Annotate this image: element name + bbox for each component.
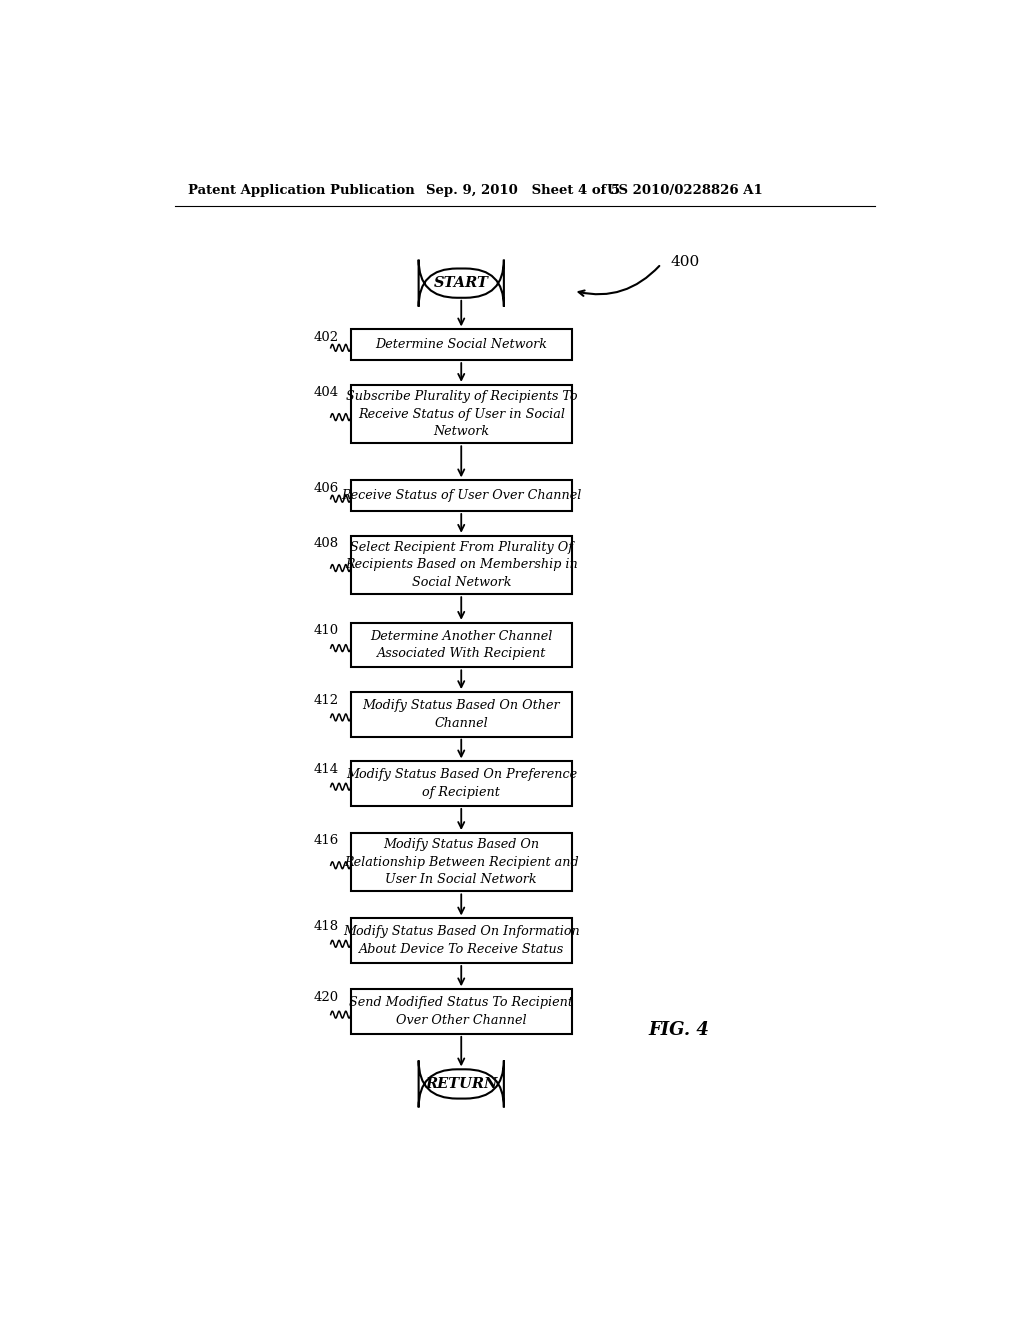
- FancyBboxPatch shape: [351, 623, 571, 668]
- Text: US 2010/0228826 A1: US 2010/0228826 A1: [607, 185, 763, 197]
- Text: Sep. 9, 2010   Sheet 4 of 5: Sep. 9, 2010 Sheet 4 of 5: [426, 185, 621, 197]
- Text: 416: 416: [313, 834, 339, 847]
- FancyBboxPatch shape: [351, 692, 571, 737]
- FancyBboxPatch shape: [351, 385, 571, 444]
- Text: Modify Status Based On Other
Channel: Modify Status Based On Other Channel: [362, 700, 560, 730]
- Text: 404: 404: [313, 387, 339, 400]
- FancyBboxPatch shape: [351, 762, 571, 807]
- Text: Send Modified Status To Recipient
Over Other Channel: Send Modified Status To Recipient Over O…: [349, 997, 573, 1027]
- Text: Modify Status Based On Preference
of Recipient: Modify Status Based On Preference of Rec…: [346, 768, 577, 799]
- FancyBboxPatch shape: [351, 480, 571, 511]
- Text: Determine Another Channel
Associated With Recipient: Determine Another Channel Associated Wit…: [370, 630, 552, 660]
- Text: 414: 414: [313, 763, 339, 776]
- Text: Modify Status Based On Information
About Device To Receive Status: Modify Status Based On Information About…: [343, 925, 580, 956]
- Text: 402: 402: [313, 331, 339, 345]
- FancyBboxPatch shape: [419, 260, 504, 306]
- Text: FIG. 4: FIG. 4: [649, 1022, 710, 1039]
- FancyBboxPatch shape: [351, 536, 571, 594]
- Text: Patent Application Publication: Patent Application Publication: [188, 185, 415, 197]
- Text: Select Recipient From Plurality Of
Recipients Based on Membership in
Social Netw: Select Recipient From Plurality Of Recip…: [345, 541, 578, 589]
- Text: START: START: [434, 276, 488, 290]
- FancyBboxPatch shape: [351, 330, 571, 360]
- Text: 418: 418: [313, 920, 339, 933]
- Text: RETURN: RETURN: [425, 1077, 498, 1090]
- Text: Determine Social Network: Determine Social Network: [375, 338, 547, 351]
- Text: 406: 406: [313, 482, 339, 495]
- Text: 412: 412: [313, 693, 339, 706]
- Text: Modify Status Based On
Relationship Between Recipient and
User In Social Network: Modify Status Based On Relationship Betw…: [344, 838, 579, 886]
- FancyBboxPatch shape: [351, 919, 571, 964]
- Text: 408: 408: [313, 537, 339, 550]
- Text: Receive Status of User Over Channel: Receive Status of User Over Channel: [341, 490, 582, 502]
- FancyBboxPatch shape: [351, 833, 571, 891]
- Text: 400: 400: [671, 255, 699, 269]
- Text: 410: 410: [313, 624, 339, 638]
- Text: 420: 420: [313, 991, 339, 1003]
- FancyBboxPatch shape: [419, 1060, 504, 1107]
- FancyBboxPatch shape: [351, 989, 571, 1034]
- Text: Subscribe Plurality of Recipients To
Receive Status of User in Social
Network: Subscribe Plurality of Recipients To Rec…: [345, 389, 577, 438]
